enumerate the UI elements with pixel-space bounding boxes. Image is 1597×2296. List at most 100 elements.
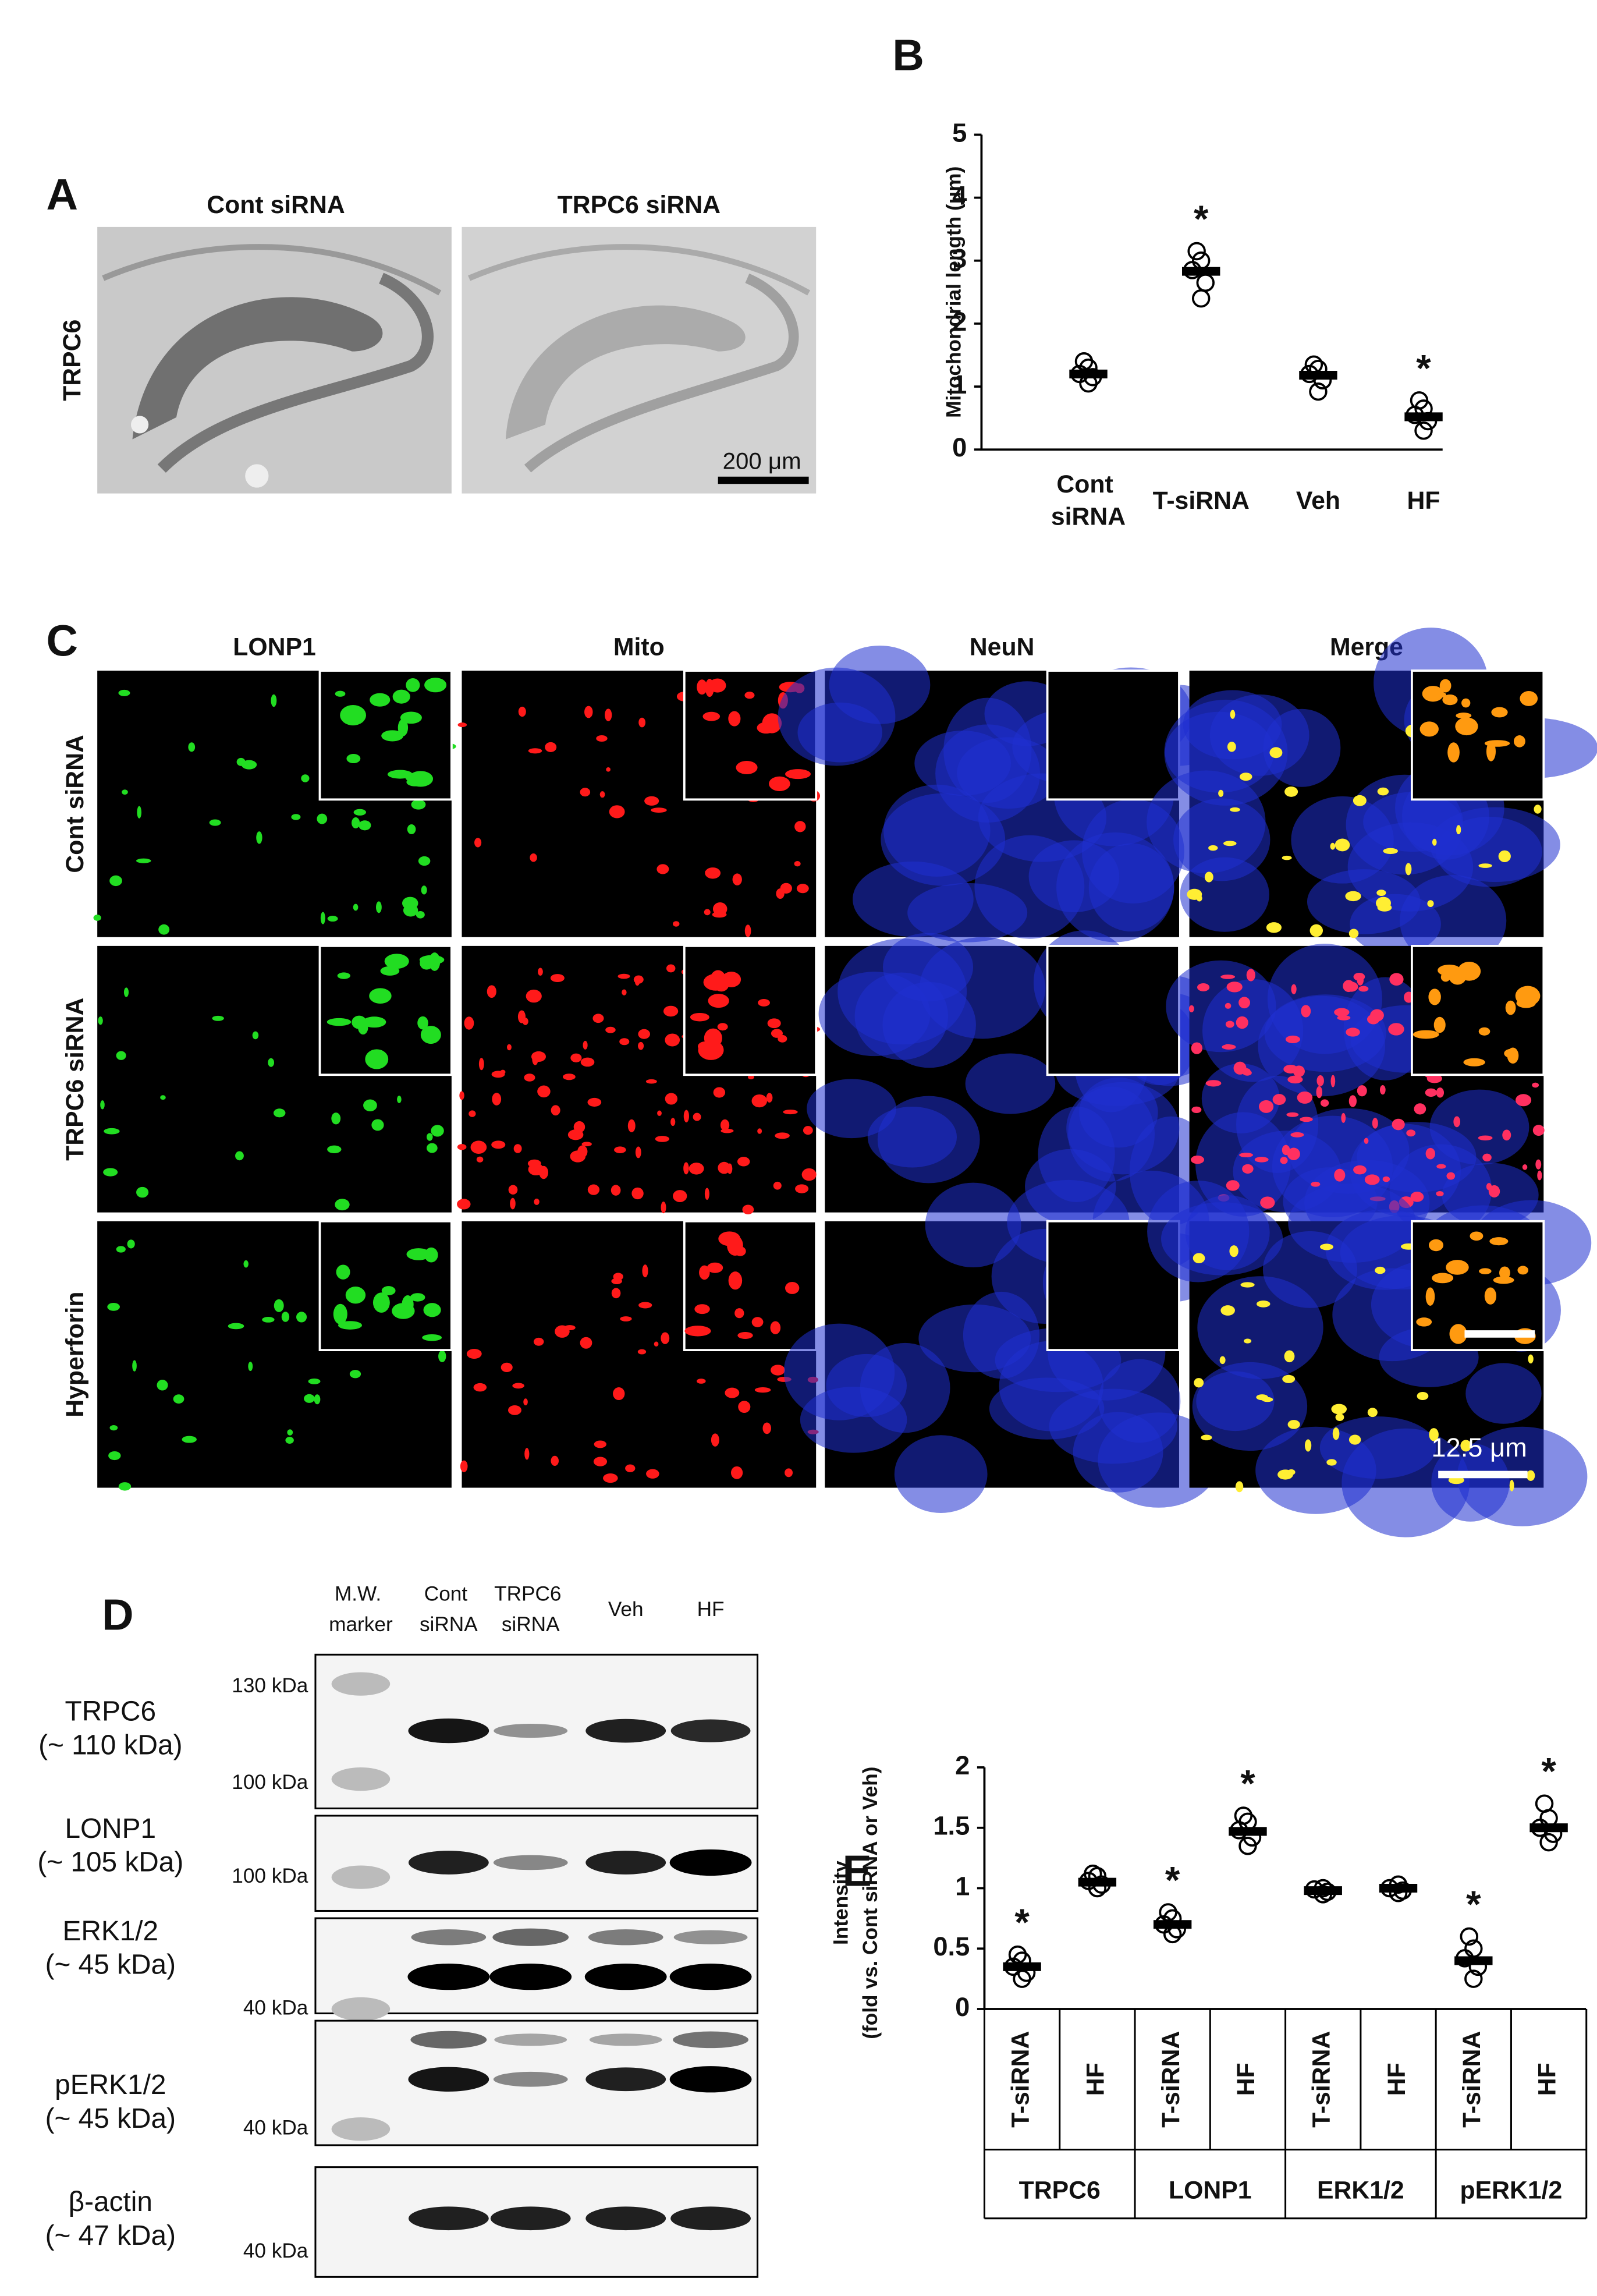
puncta [611,1288,621,1299]
puncta [1392,1118,1405,1131]
inset-puncta [398,719,409,736]
puncta [1376,890,1386,897]
puncta [1219,1356,1226,1365]
nucleus [1201,1063,1280,1133]
puncta [1436,1164,1446,1169]
puncta [1204,871,1213,883]
puncta [1364,1174,1380,1185]
puncta [1478,863,1492,868]
puncta [476,1156,484,1163]
data-point [1464,1969,1483,1988]
puncta [646,1469,659,1479]
puncta [1191,1155,1205,1164]
band [673,2031,748,2049]
protein-name: LONP1 [65,1813,156,1844]
puncta [581,1142,592,1147]
puncta [1532,1082,1539,1088]
puncta [783,1110,798,1115]
puncta [512,1383,524,1389]
puncta [665,1093,678,1105]
puncta [528,748,542,754]
puncta [1188,1005,1194,1012]
puncta [605,708,612,721]
band [493,1855,568,1870]
puncta [464,1016,474,1030]
puncta [776,888,785,899]
marker-band [331,2117,391,2141]
puncta [1335,838,1350,852]
puncta [1344,982,1358,992]
puncta [657,1110,662,1117]
micrograph [1147,1180,1592,1537]
band [670,2206,751,2231]
puncta [353,809,366,816]
puncta [1348,929,1359,938]
puncta [785,1468,793,1477]
puncta [794,861,801,867]
puncta [136,1186,149,1198]
puncta [673,921,680,927]
puncta [1534,805,1542,814]
puncta [1446,1172,1456,1180]
protein-name: TRPC6 [65,1696,156,1727]
x-tick-label: T-siRNA [1458,2031,1486,2128]
puncta [1282,1374,1296,1383]
puncta [1348,1095,1357,1107]
x-tick-label: T-siRNA [1157,2031,1185,2128]
inset-puncta [1515,986,1541,1007]
puncta [103,1168,118,1177]
micrograph [457,945,821,1214]
puncta [531,1051,546,1062]
puncta [1260,1196,1275,1209]
puncta [1239,1153,1254,1157]
inset-puncta [707,1262,723,1273]
marker-label: 100 kDa [232,1865,308,1887]
puncta [654,1341,659,1347]
band [585,2067,666,2092]
puncta [551,1105,560,1116]
puncta [1287,1420,1300,1429]
puncta [487,985,496,998]
puncta [551,1455,559,1466]
marker-band [331,1672,391,1696]
y-tick-label: 0 [952,433,967,462]
puncta [584,706,593,718]
inset-puncta [717,1023,728,1031]
data-point [1414,421,1433,440]
lane-label: Veh [608,1598,644,1621]
puncta [620,1316,632,1321]
inset-puncta [758,998,770,1007]
puncta [209,819,221,826]
inset [1046,945,1180,1076]
inset-puncta [406,1248,431,1260]
puncta [1526,1470,1535,1481]
inset-puncta [1463,1058,1485,1066]
puncta [673,1190,687,1202]
puncta [1277,1469,1293,1480]
inset-puncta [423,1303,441,1317]
puncta [712,911,727,918]
puncta [727,1163,733,1174]
puncta [416,910,425,919]
significance-mark: * [1194,197,1209,240]
inset-puncta [770,1321,781,1334]
puncta [625,1464,636,1472]
inset-puncta [767,1018,781,1029]
inset-puncta [381,1286,396,1295]
puncta [421,885,427,895]
puncta [1235,1481,1244,1493]
puncta [431,1125,444,1137]
puncta [550,974,565,983]
puncta [353,903,359,911]
puncta [1410,1191,1424,1202]
puncta [803,1126,813,1135]
puncta [721,1128,734,1133]
puncta [1478,1135,1493,1140]
column-title: TRPC6 siRNA [558,191,721,219]
x-tick-label: T-siRNA [1153,487,1250,515]
puncta [100,1100,105,1110]
puncta [1436,1190,1444,1196]
puncta [1341,1112,1346,1123]
puncta [656,864,669,874]
protein-size: (~ 105 kDa) [37,1847,183,1878]
